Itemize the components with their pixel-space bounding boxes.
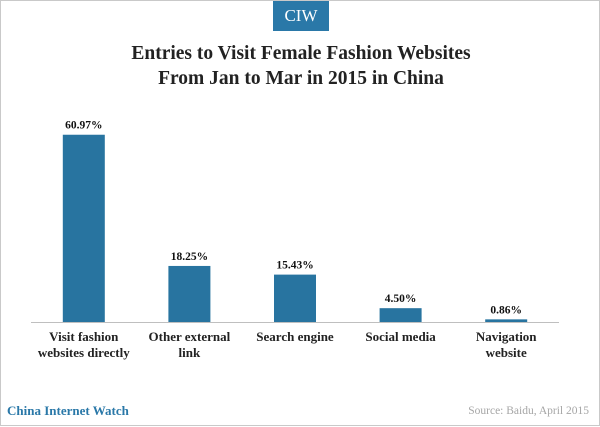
brand-name: China Internet Watch: [7, 403, 129, 418]
chart-title: Entries to Visit Female Fashion Websites…: [1, 41, 600, 91]
data-label: 4.50%: [385, 293, 417, 305]
bar: [379, 308, 422, 322]
category-label: Navigation: [476, 329, 537, 344]
category-label: Search engine: [256, 329, 334, 344]
category-label: Visit fashion: [49, 329, 119, 344]
data-label: 60.97%: [65, 120, 102, 132]
chart-title-line-1: Entries to Visit Female Fashion Websites: [131, 43, 471, 64]
category-label: website: [486, 345, 527, 360]
brand-badge: CIW: [273, 1, 329, 31]
bar: [62, 134, 105, 322]
chart-title-line-2: From Jan to Mar in 2015 in China: [158, 68, 444, 89]
bar: [168, 265, 211, 322]
bar: [274, 274, 316, 322]
bar: [485, 319, 528, 322]
data-label: 0.86%: [490, 304, 522, 316]
source-note: Source: Baidu, April 2015: [468, 405, 589, 417]
data-label: 15.43%: [276, 260, 313, 272]
category-label: Social media: [365, 329, 436, 344]
data-label: 18.25%: [171, 251, 208, 263]
category-label: Other external: [149, 329, 231, 344]
category-label: websites directly: [38, 345, 130, 360]
category-label: link: [179, 345, 201, 360]
